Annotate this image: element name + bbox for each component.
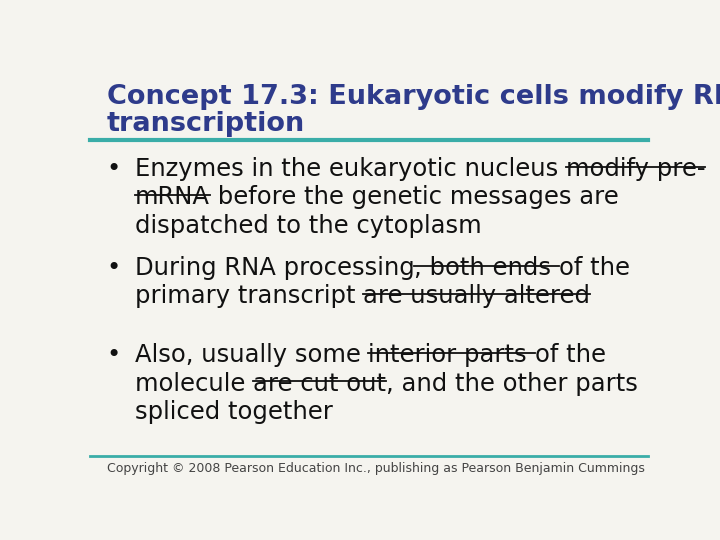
Text: molecule: molecule [135,372,253,396]
Text: •: • [107,256,121,280]
Text: of the: of the [559,256,630,280]
Text: mRNA: mRNA [135,185,210,210]
Text: are cut out: are cut out [253,372,386,396]
Text: of the: of the [535,343,606,367]
Text: •: • [107,343,121,367]
Text: primary transcript: primary transcript [135,285,363,308]
Text: Copyright © 2008 Pearson Education Inc., publishing as Pearson Benjamin Cummings: Copyright © 2008 Pearson Education Inc.,… [107,462,644,475]
Text: •: • [107,157,121,181]
Text: transcription: transcription [107,111,305,137]
Text: , both ends: , both ends [415,256,559,280]
Text: interior parts: interior parts [368,343,535,367]
Text: before the genetic messages are: before the genetic messages are [210,185,618,210]
Text: Concept 17.3: Eukaryotic cells modify RNA after: Concept 17.3: Eukaryotic cells modify RN… [107,84,720,110]
Text: spliced together: spliced together [135,400,333,424]
Text: dispatched to the cytoplasm: dispatched to the cytoplasm [135,214,481,238]
Text: modify pre-: modify pre- [566,157,705,181]
Text: Also, usually some: Also, usually some [135,343,368,367]
Text: , and the other parts: , and the other parts [386,372,638,396]
Text: are usually altered: are usually altered [363,285,590,308]
Text: Enzymes in the eukaryotic nucleus: Enzymes in the eukaryotic nucleus [135,157,566,181]
Text: During RNA processing: During RNA processing [135,256,415,280]
